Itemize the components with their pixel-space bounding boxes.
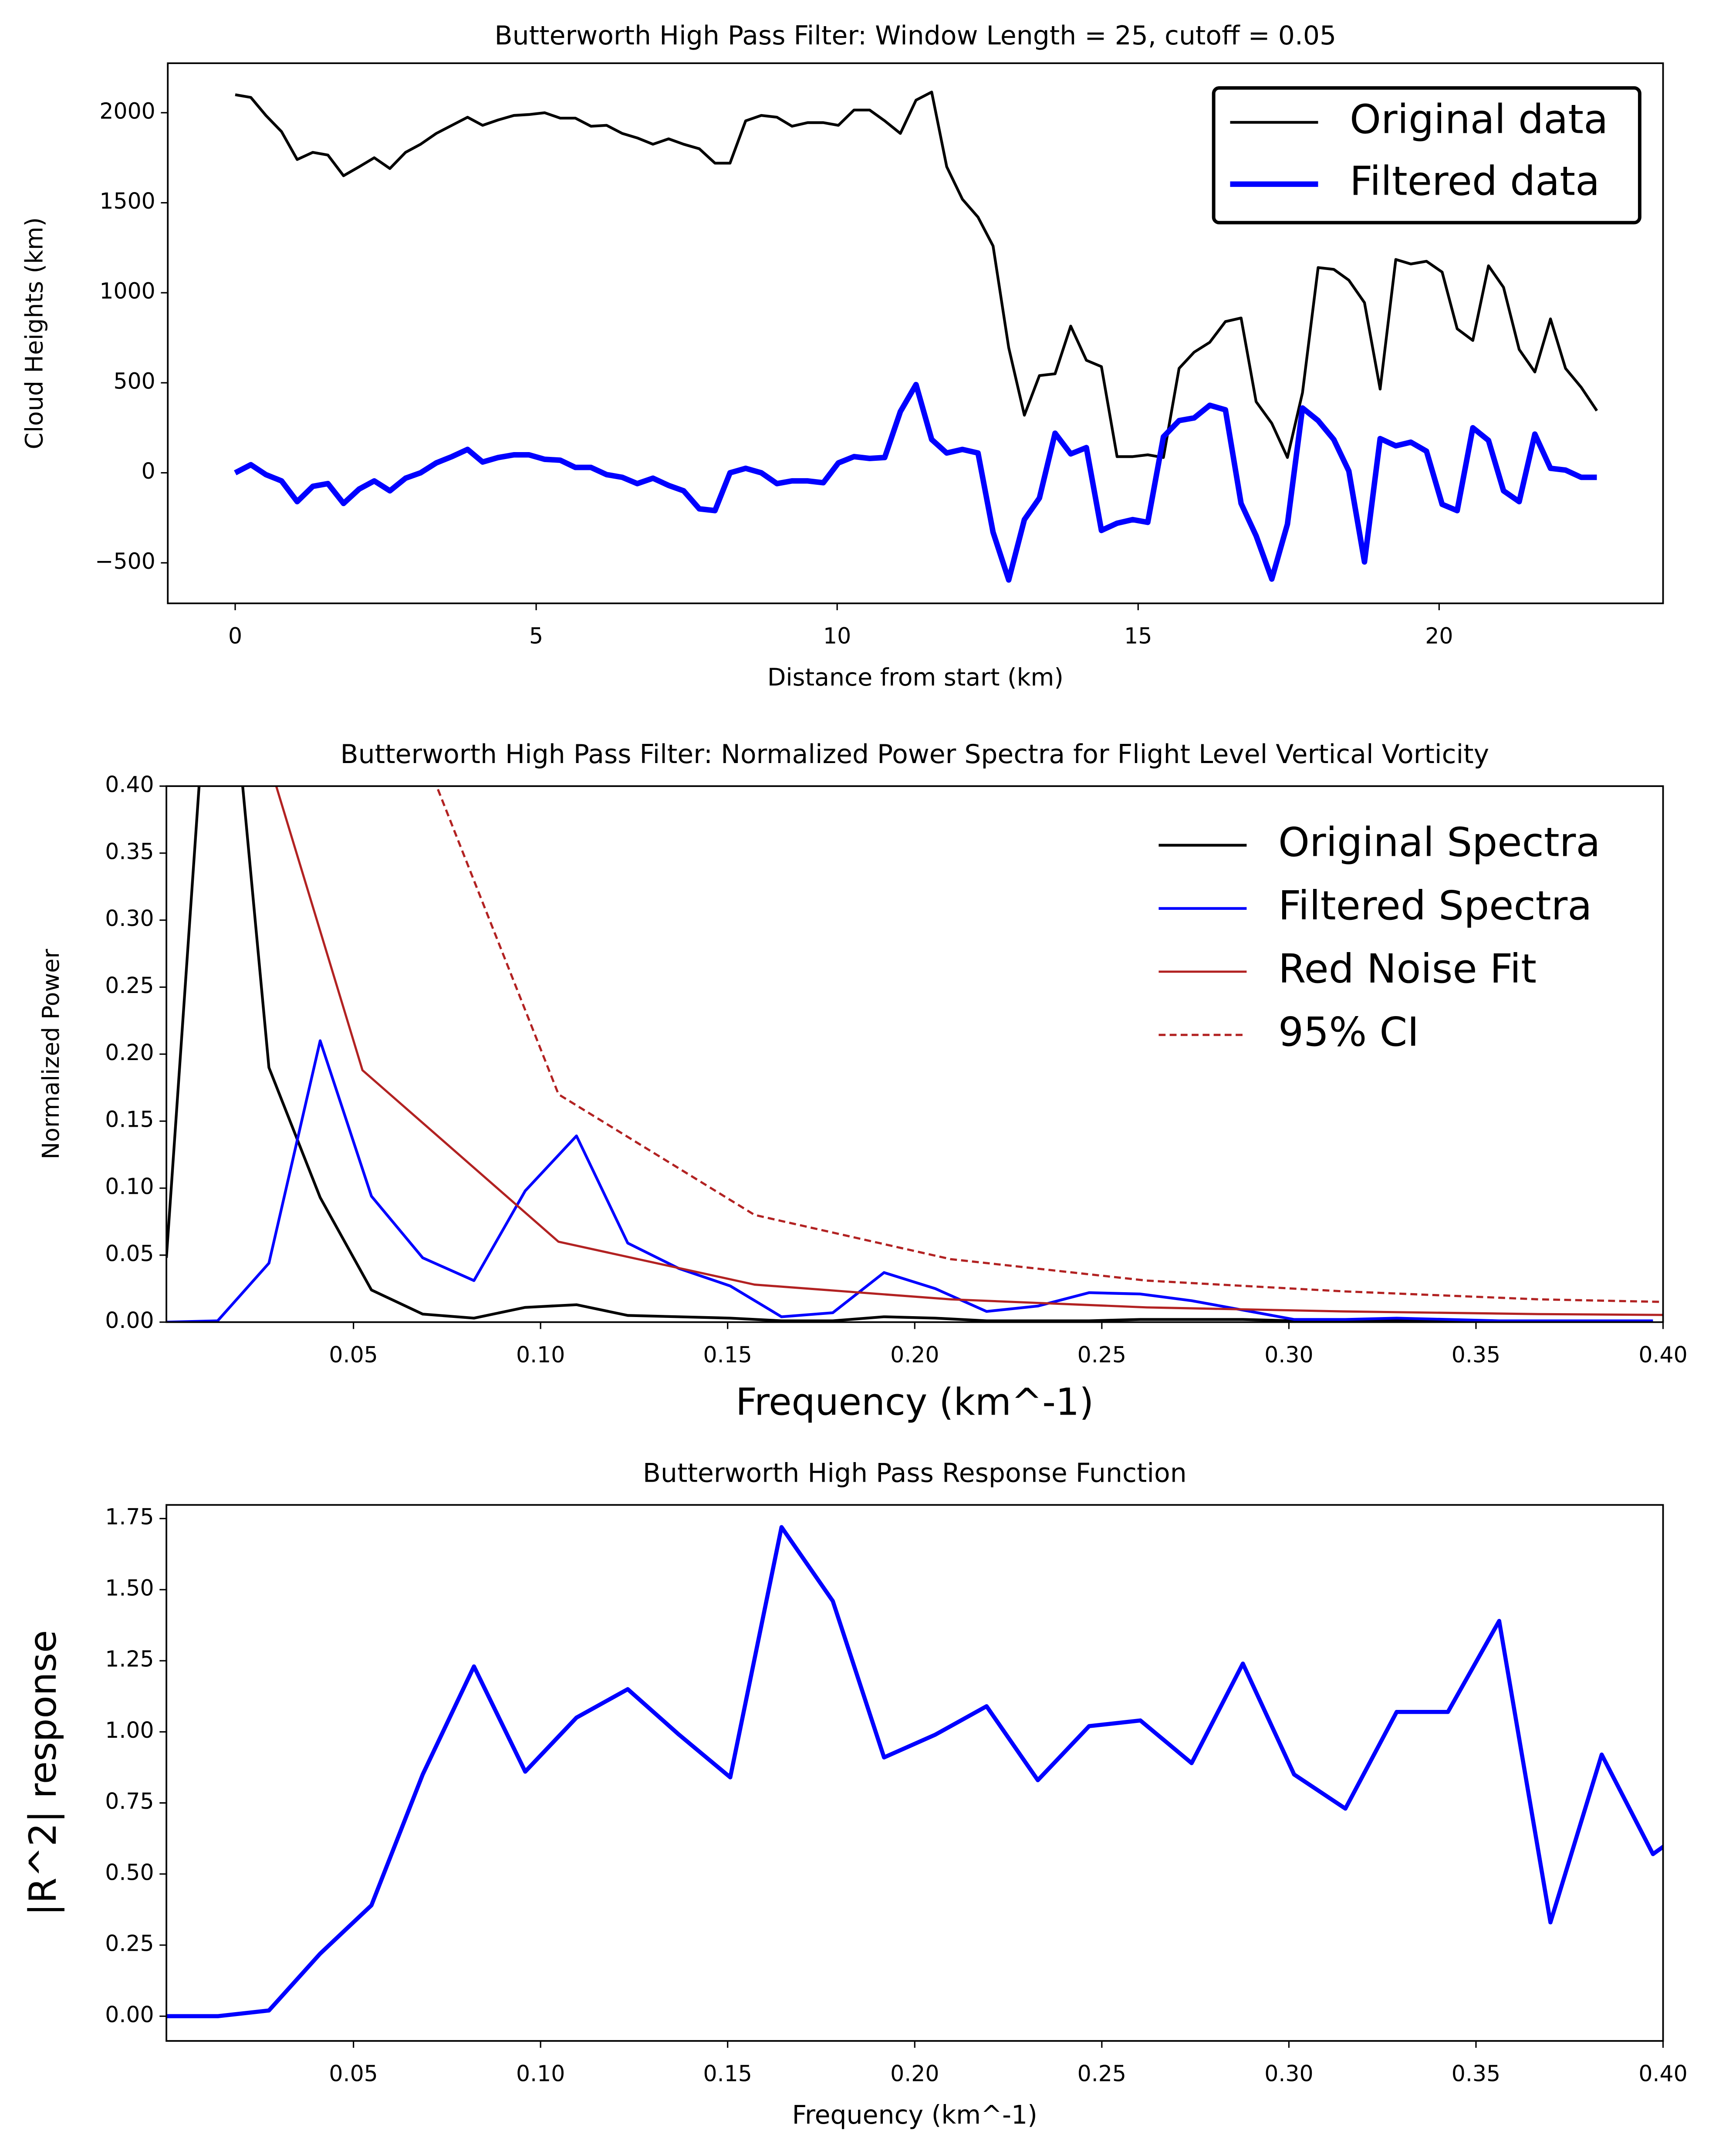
y-tick-label: 0.15: [105, 1107, 154, 1132]
x-tick-label: 0.35: [1452, 1342, 1500, 1368]
x-tick-label: 20: [1425, 623, 1453, 649]
plot-area: [166, 1525, 1663, 2019]
y-tick-label: 0.05: [105, 1240, 154, 1266]
y-tick-label: 0.30: [105, 905, 154, 931]
y-tick-label: 0.50: [105, 1859, 154, 1885]
x-tick-label: 0.05: [329, 1342, 378, 1368]
chart-title: Butterworth High Pass Response Function: [643, 1458, 1187, 1489]
plot-frame: [165, 1504, 1664, 2042]
y-tick-label: 1.00: [105, 1717, 154, 1743]
plot-area: [166, 786, 1663, 1322]
y-tick-label: 0: [142, 458, 155, 484]
y-tick-label: 0.00: [105, 1307, 154, 1333]
x-axis-label: Distance from start (km): [767, 664, 1064, 692]
x-tick-label: 0.25: [1077, 2060, 1126, 2086]
legend-frame: [1212, 86, 1641, 225]
plot-area: [234, 91, 1598, 583]
y-axis-label: Cloud Heights (km): [20, 217, 48, 449]
legend-label: Original Spectra: [1278, 819, 1600, 866]
x-tick-label: 10: [823, 623, 851, 649]
legend-label: Original data: [1350, 96, 1608, 143]
x-tick-label: 5: [529, 623, 543, 649]
y-tick-label: 500: [113, 368, 155, 394]
data-line: [275, 786, 1663, 1316]
plot-frame: [165, 785, 1664, 1323]
x-tick-label: 0.30: [1264, 2060, 1313, 2086]
x-axis-label: Frequency (km^-1): [792, 2100, 1037, 2130]
x-tick-label: 0: [228, 623, 242, 649]
x-tick-label: 0.30: [1264, 1342, 1313, 1368]
y-tick-label: 0.25: [105, 1931, 154, 1956]
y-tick-label: 0.75: [105, 1788, 154, 1814]
y-tick-label: 0.00: [105, 2002, 154, 2027]
y-tick-label: 0.40: [105, 772, 154, 797]
y-tick-label: 1000: [99, 278, 155, 304]
data-line: [166, 1039, 1653, 1322]
legend-label: 95% CI: [1278, 1009, 1419, 1055]
y-tick-label: −500: [95, 548, 155, 574]
legend-label: Filtered data: [1350, 158, 1600, 205]
chart-title: Butterworth High Pass Filter: Window Len…: [495, 20, 1337, 51]
data-line: [235, 91, 1598, 459]
chart-title: Butterworth High Pass Filter: Normalized…: [340, 739, 1489, 770]
y-axis-label: Normalized Power: [37, 949, 64, 1159]
x-tick-label: 0.20: [890, 2060, 939, 2086]
data-line: [234, 382, 1597, 583]
x-axis-label: Frequency (km^-1): [736, 1381, 1094, 1424]
x-tick-label: 0.40: [1638, 1342, 1687, 1368]
x-tick-label: 0.25: [1077, 1342, 1126, 1368]
y-tick-label: 0.25: [105, 973, 154, 998]
legend-label: Filtered Spectra: [1278, 882, 1592, 929]
y-tick-label: 1500: [99, 188, 155, 214]
plot-frame: [167, 62, 1664, 605]
x-tick-label: 0.15: [703, 1342, 752, 1368]
legend-label: Red Noise Fit: [1278, 946, 1537, 992]
x-tick-label: 0.05: [329, 2060, 378, 2086]
x-tick-label: 15: [1124, 623, 1152, 649]
y-axis-label: |R^2| response: [22, 1630, 65, 1916]
y-tick-label: 1.25: [105, 1646, 154, 1672]
x-tick-label: 0.15: [703, 2060, 752, 2086]
data-line: [435, 786, 1663, 1303]
y-tick-label: 1.50: [105, 1575, 154, 1601]
y-tick-label: 1.75: [105, 1504, 154, 1530]
data-line: [166, 786, 1653, 1322]
y-tick-label: 0.20: [105, 1040, 154, 1065]
y-tick-label: 0.35: [105, 838, 154, 864]
x-tick-label: 0.20: [890, 1342, 939, 1368]
x-tick-label: 0.35: [1452, 2060, 1500, 2086]
y-tick-label: 0.10: [105, 1174, 154, 1199]
x-tick-label: 0.10: [516, 2060, 565, 2086]
x-tick-label: 0.40: [1638, 2060, 1687, 2086]
y-tick-label: 2000: [99, 98, 155, 124]
x-tick-label: 0.10: [516, 1342, 565, 1368]
data-line: [166, 1525, 1663, 2019]
